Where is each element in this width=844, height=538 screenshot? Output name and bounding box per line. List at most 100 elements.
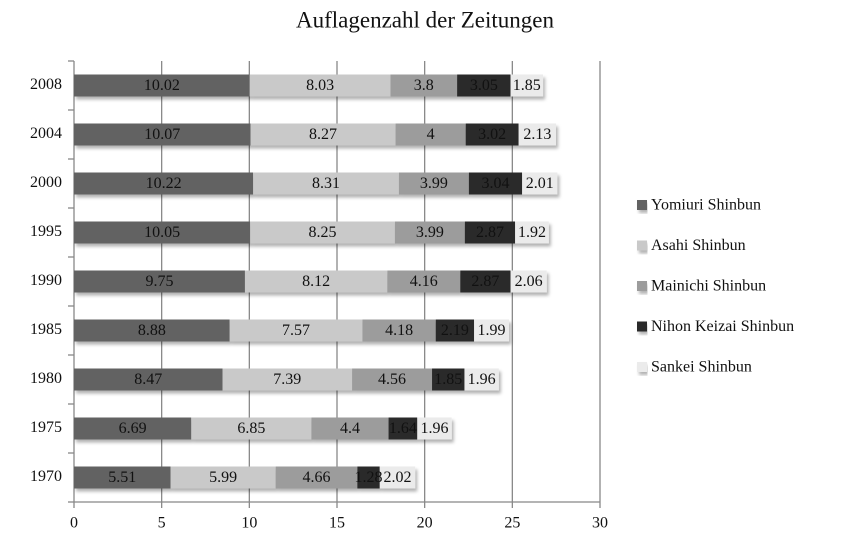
x-tick-label: 0 xyxy=(70,515,78,532)
bar-segment xyxy=(474,319,510,342)
legend-label: Yomiuri Shinbun xyxy=(651,197,761,214)
y-tick-label: 1975 xyxy=(30,419,62,436)
data-label: 3.8 xyxy=(414,77,434,94)
data-label: 1.85 xyxy=(513,77,541,94)
bar-segment xyxy=(250,123,396,146)
data-label: 8.88 xyxy=(138,322,166,339)
bar-group xyxy=(74,319,510,342)
data-label: 2.87 xyxy=(471,273,499,290)
bar-segment xyxy=(417,417,452,440)
y-tick-label: 1970 xyxy=(30,468,62,485)
bar-segment xyxy=(510,270,547,293)
bar-segment xyxy=(394,221,465,244)
y-tick-label: 2000 xyxy=(30,174,62,191)
data-label: 1.92 xyxy=(518,224,546,241)
bar-segment xyxy=(352,368,433,391)
bar-segment xyxy=(74,466,171,489)
data-label: 4.16 xyxy=(410,273,438,290)
bar-segment xyxy=(74,74,250,97)
data-label: 3.99 xyxy=(416,224,444,241)
bar-group xyxy=(74,221,549,244)
data-label: 1.28 xyxy=(355,469,383,486)
data-label: 10.07 xyxy=(144,126,180,143)
data-label: 10.05 xyxy=(144,224,180,241)
x-tick-label: 20 xyxy=(417,515,433,532)
bar-segment xyxy=(191,417,312,440)
legend-label: Nihon Keizai Shinbun xyxy=(651,318,794,335)
data-label: 4 xyxy=(427,126,435,143)
data-label: 8.31 xyxy=(312,175,340,192)
data-label: 6.69 xyxy=(119,420,147,437)
y-tick-label: 1990 xyxy=(30,272,62,289)
data-label: 7.57 xyxy=(282,322,310,339)
data-label: 7.39 xyxy=(273,371,301,388)
bar-segment xyxy=(311,417,389,440)
bar-segment xyxy=(510,74,544,97)
bar-group xyxy=(74,368,499,391)
bar-segment xyxy=(74,270,245,293)
x-tick-label: 25 xyxy=(504,515,520,532)
bar-segment xyxy=(74,368,223,391)
data-label: 8.12 xyxy=(302,273,330,290)
bar-segment xyxy=(457,74,511,97)
bar-segment xyxy=(398,172,469,195)
data-label: 1.85 xyxy=(434,371,462,388)
y-tick-label: 2004 xyxy=(30,125,62,142)
bar-segment xyxy=(74,319,230,342)
bar-segment xyxy=(357,466,380,489)
bar-segment xyxy=(74,172,254,195)
bar-segment xyxy=(460,270,511,293)
data-label: 3.05 xyxy=(470,77,498,94)
legend-swatch xyxy=(637,200,647,210)
data-label: 8.25 xyxy=(309,224,337,241)
data-label: 3.02 xyxy=(478,126,506,143)
data-label: 2.01 xyxy=(526,175,554,192)
data-label: 8.03 xyxy=(306,77,334,94)
bar-segment xyxy=(395,123,466,146)
data-label: 10.02 xyxy=(144,77,180,94)
bar-group xyxy=(74,417,452,440)
legend-label: Mainichi Shinbun xyxy=(651,278,766,295)
bar-segment xyxy=(362,319,436,342)
data-label: 8.27 xyxy=(309,126,337,143)
data-label: 4.56 xyxy=(378,371,406,388)
bar-segment xyxy=(275,466,358,489)
data-label: 5.51 xyxy=(108,469,136,486)
data-label: 4.4 xyxy=(340,420,360,437)
bar-group xyxy=(74,123,556,146)
data-label: 6.85 xyxy=(237,420,265,437)
bar-segment xyxy=(74,123,251,146)
data-label: 1.64 xyxy=(389,420,417,437)
bar-group xyxy=(74,172,558,195)
bar-segment xyxy=(250,221,395,244)
bar-segment xyxy=(465,123,519,146)
bar-segment xyxy=(390,74,458,97)
data-label: 3.04 xyxy=(482,175,510,192)
bar-segment xyxy=(253,172,399,195)
data-label: 4.18 xyxy=(385,322,413,339)
data-label: 1.96 xyxy=(420,420,448,437)
data-label: 2.13 xyxy=(523,126,551,143)
y-tick-label: 1980 xyxy=(30,370,62,387)
y-tick-label: 1985 xyxy=(30,321,62,338)
data-label: 2.06 xyxy=(515,273,543,290)
bar-segment xyxy=(464,221,516,244)
bar-segment xyxy=(388,417,418,440)
bar-segment xyxy=(387,270,461,293)
data-label: 10.22 xyxy=(146,175,182,192)
x-tick-label: 10 xyxy=(241,515,257,532)
legend-label: Asahi Shinbun xyxy=(651,237,746,254)
legend-swatch xyxy=(637,321,647,332)
bar-segment xyxy=(522,172,558,195)
data-label: 1.99 xyxy=(478,322,506,339)
bar-segment xyxy=(468,172,523,195)
bar-segment xyxy=(432,368,465,391)
bar-segment xyxy=(170,466,276,489)
data-label: 1.96 xyxy=(468,371,496,388)
data-label: 2.87 xyxy=(476,224,504,241)
bar-segment xyxy=(222,368,353,391)
legend-swatch xyxy=(637,281,647,291)
data-label: 8.47 xyxy=(134,371,162,388)
data-label: 5.99 xyxy=(209,469,237,486)
bar-segment xyxy=(464,368,499,391)
